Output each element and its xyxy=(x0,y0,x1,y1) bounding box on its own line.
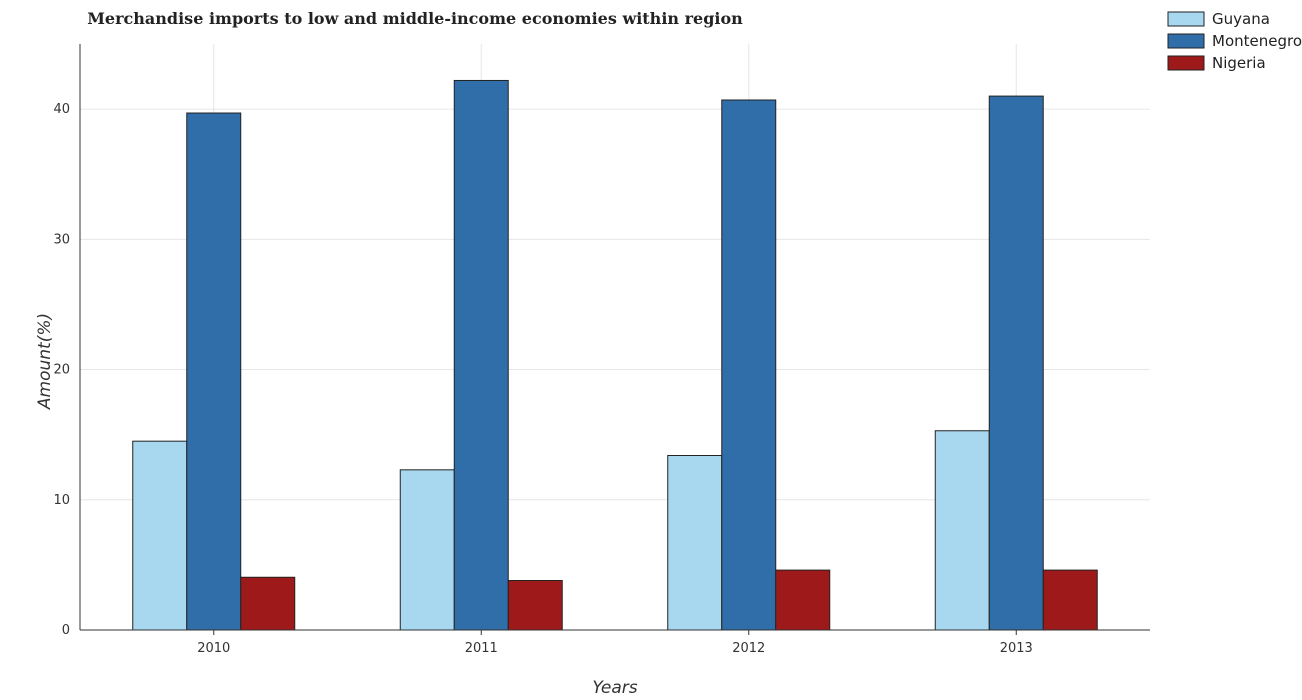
legend-label-montenegro: Montenegro xyxy=(1212,32,1302,50)
y-tick-label: 0 xyxy=(62,623,70,638)
legend-swatch-guyana xyxy=(1167,11,1205,27)
legend-swatch-nigeria xyxy=(1167,55,1205,71)
y-tick-label: 40 xyxy=(53,102,70,117)
bar-guyana-2013 xyxy=(934,430,990,631)
y-tick-labels: 0 10 20 30 40 xyxy=(53,102,70,638)
x-tick-label: 2012 xyxy=(732,641,765,656)
x-tick-labels: 2010 2011 2012 2013 xyxy=(197,630,1033,656)
legend-swatch-montenegro xyxy=(1167,33,1205,49)
legend-label-nigeria: Nigeria xyxy=(1212,54,1266,72)
bar-nigeria-2011 xyxy=(507,580,563,631)
bar-montenegro-2012 xyxy=(721,99,777,631)
y-tick-label: 30 xyxy=(53,232,70,247)
y-tick-label: 10 xyxy=(53,493,70,508)
axes xyxy=(79,44,1150,631)
bar-montenegro-2011 xyxy=(453,79,509,631)
y-axis-title: Amount(%) xyxy=(35,313,55,410)
x-tick-label: 2010 xyxy=(197,641,230,656)
bar-guyana-2011 xyxy=(399,469,455,631)
x-axis-title: Years xyxy=(592,678,637,698)
bar-montenegro-2010 xyxy=(186,112,242,631)
bar-guyana-2012 xyxy=(667,455,723,631)
bar-nigeria-2010 xyxy=(240,576,296,631)
legend: Guyana Montenegro Nigeria xyxy=(1167,10,1302,72)
bar-nigeria-2013 xyxy=(1042,569,1098,631)
bar-nigeria-2012 xyxy=(775,569,831,631)
chart-title: Merchandise imports to low and middle-in… xyxy=(87,9,743,28)
x-tick-label: 2011 xyxy=(465,641,498,656)
bar-guyana-2010 xyxy=(132,440,188,631)
y-tick-label: 20 xyxy=(53,363,70,378)
bars xyxy=(132,79,1098,631)
x-tick-label: 2013 xyxy=(1000,641,1033,656)
legend-label-guyana: Guyana xyxy=(1212,10,1270,28)
bar-montenegro-2013 xyxy=(988,95,1044,631)
